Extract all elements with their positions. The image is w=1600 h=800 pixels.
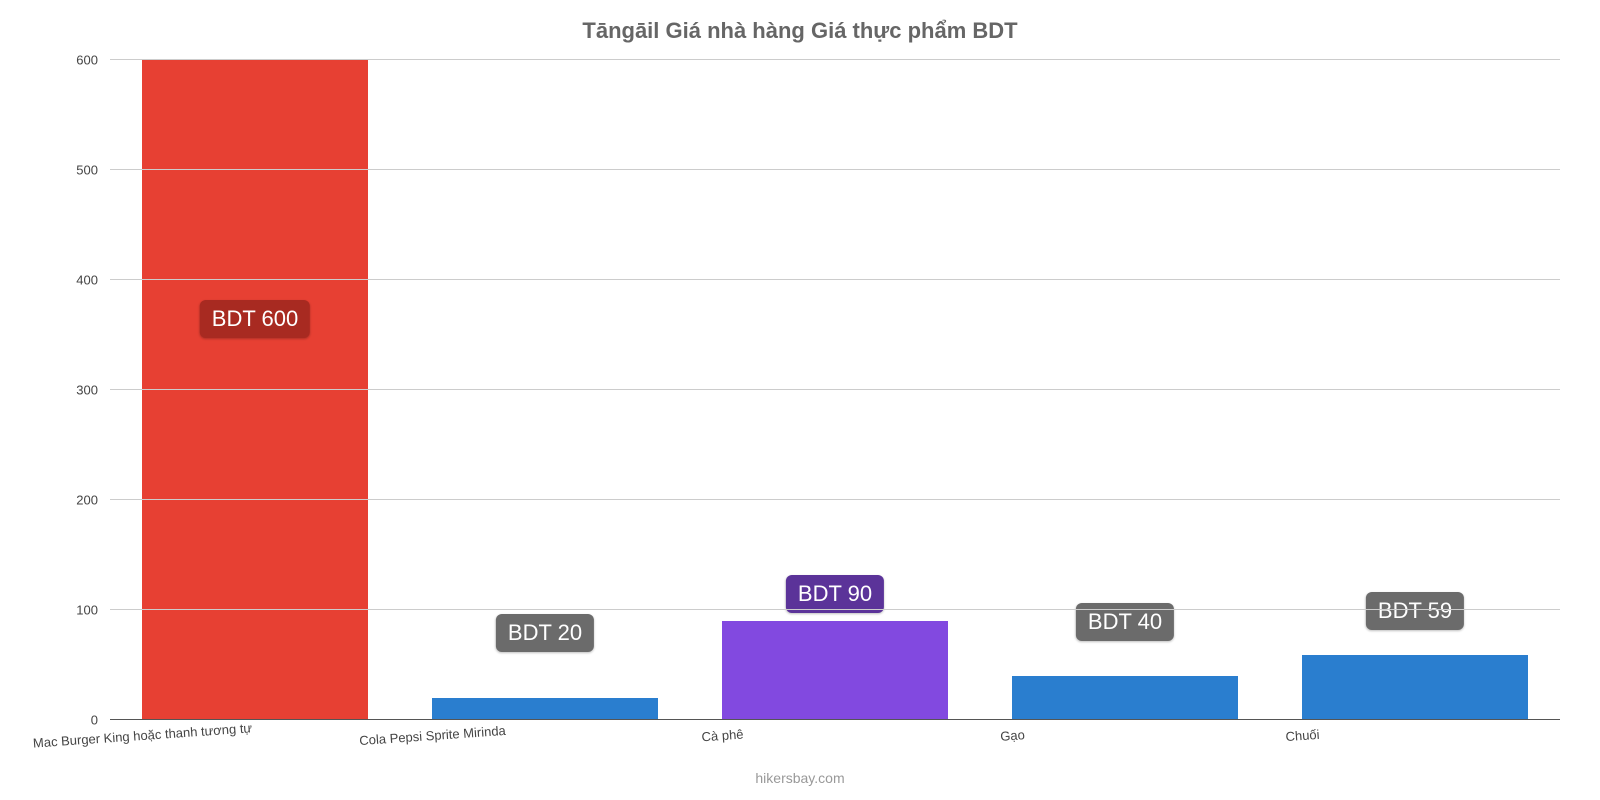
gridline — [110, 59, 1560, 60]
bar — [432, 698, 658, 720]
value-badge: BDT 600 — [200, 300, 310, 338]
x-tick-label: Chuối — [1285, 727, 1320, 744]
bar-fill — [722, 621, 948, 720]
x-axis-baseline — [110, 719, 1560, 720]
attribution-text: hikersbay.com — [755, 770, 844, 786]
gridline — [110, 169, 1560, 170]
chart-title: Tāngāil Giá nhà hàng Giá thực phẩm BDT — [0, 0, 1600, 44]
bar-fill — [1012, 676, 1238, 720]
gridline — [110, 499, 1560, 500]
bar — [722, 621, 948, 720]
bar-fill — [432, 698, 658, 720]
x-tick-label: Cà phê — [701, 727, 744, 745]
y-tick-label: 0 — [91, 713, 110, 728]
x-tick-label: Cola Pepsi Sprite Mirinda — [359, 723, 506, 748]
price-bar-chart: Tāngāil Giá nhà hàng Giá thực phẩm BDT B… — [0, 0, 1600, 800]
bar — [1302, 655, 1528, 720]
bar — [1012, 676, 1238, 720]
y-tick-label: 300 — [76, 383, 110, 398]
plot-area: BDT 600BDT 20BDT 90BDT 40BDT 59 Mac Burg… — [110, 60, 1560, 720]
y-tick-label: 400 — [76, 273, 110, 288]
gridline — [110, 609, 1560, 610]
bar — [142, 60, 368, 720]
bar-fill — [142, 60, 368, 720]
bars-layer: BDT 600BDT 20BDT 90BDT 40BDT 59 — [110, 60, 1560, 720]
value-badge: BDT 20 — [496, 614, 594, 652]
y-tick-label: 500 — [76, 163, 110, 178]
gridline — [110, 279, 1560, 280]
x-tick-label: Mac Burger King hoặc thanh tương tự — [32, 720, 252, 750]
y-tick-label: 100 — [76, 603, 110, 618]
gridline — [110, 389, 1560, 390]
y-tick-label: 200 — [76, 493, 110, 508]
value-badge: BDT 59 — [1366, 592, 1464, 630]
bar-fill — [1302, 655, 1528, 720]
x-tick-label: Gạo — [1000, 727, 1026, 744]
y-tick-label: 600 — [76, 53, 110, 68]
value-badge: BDT 90 — [786, 575, 884, 613]
